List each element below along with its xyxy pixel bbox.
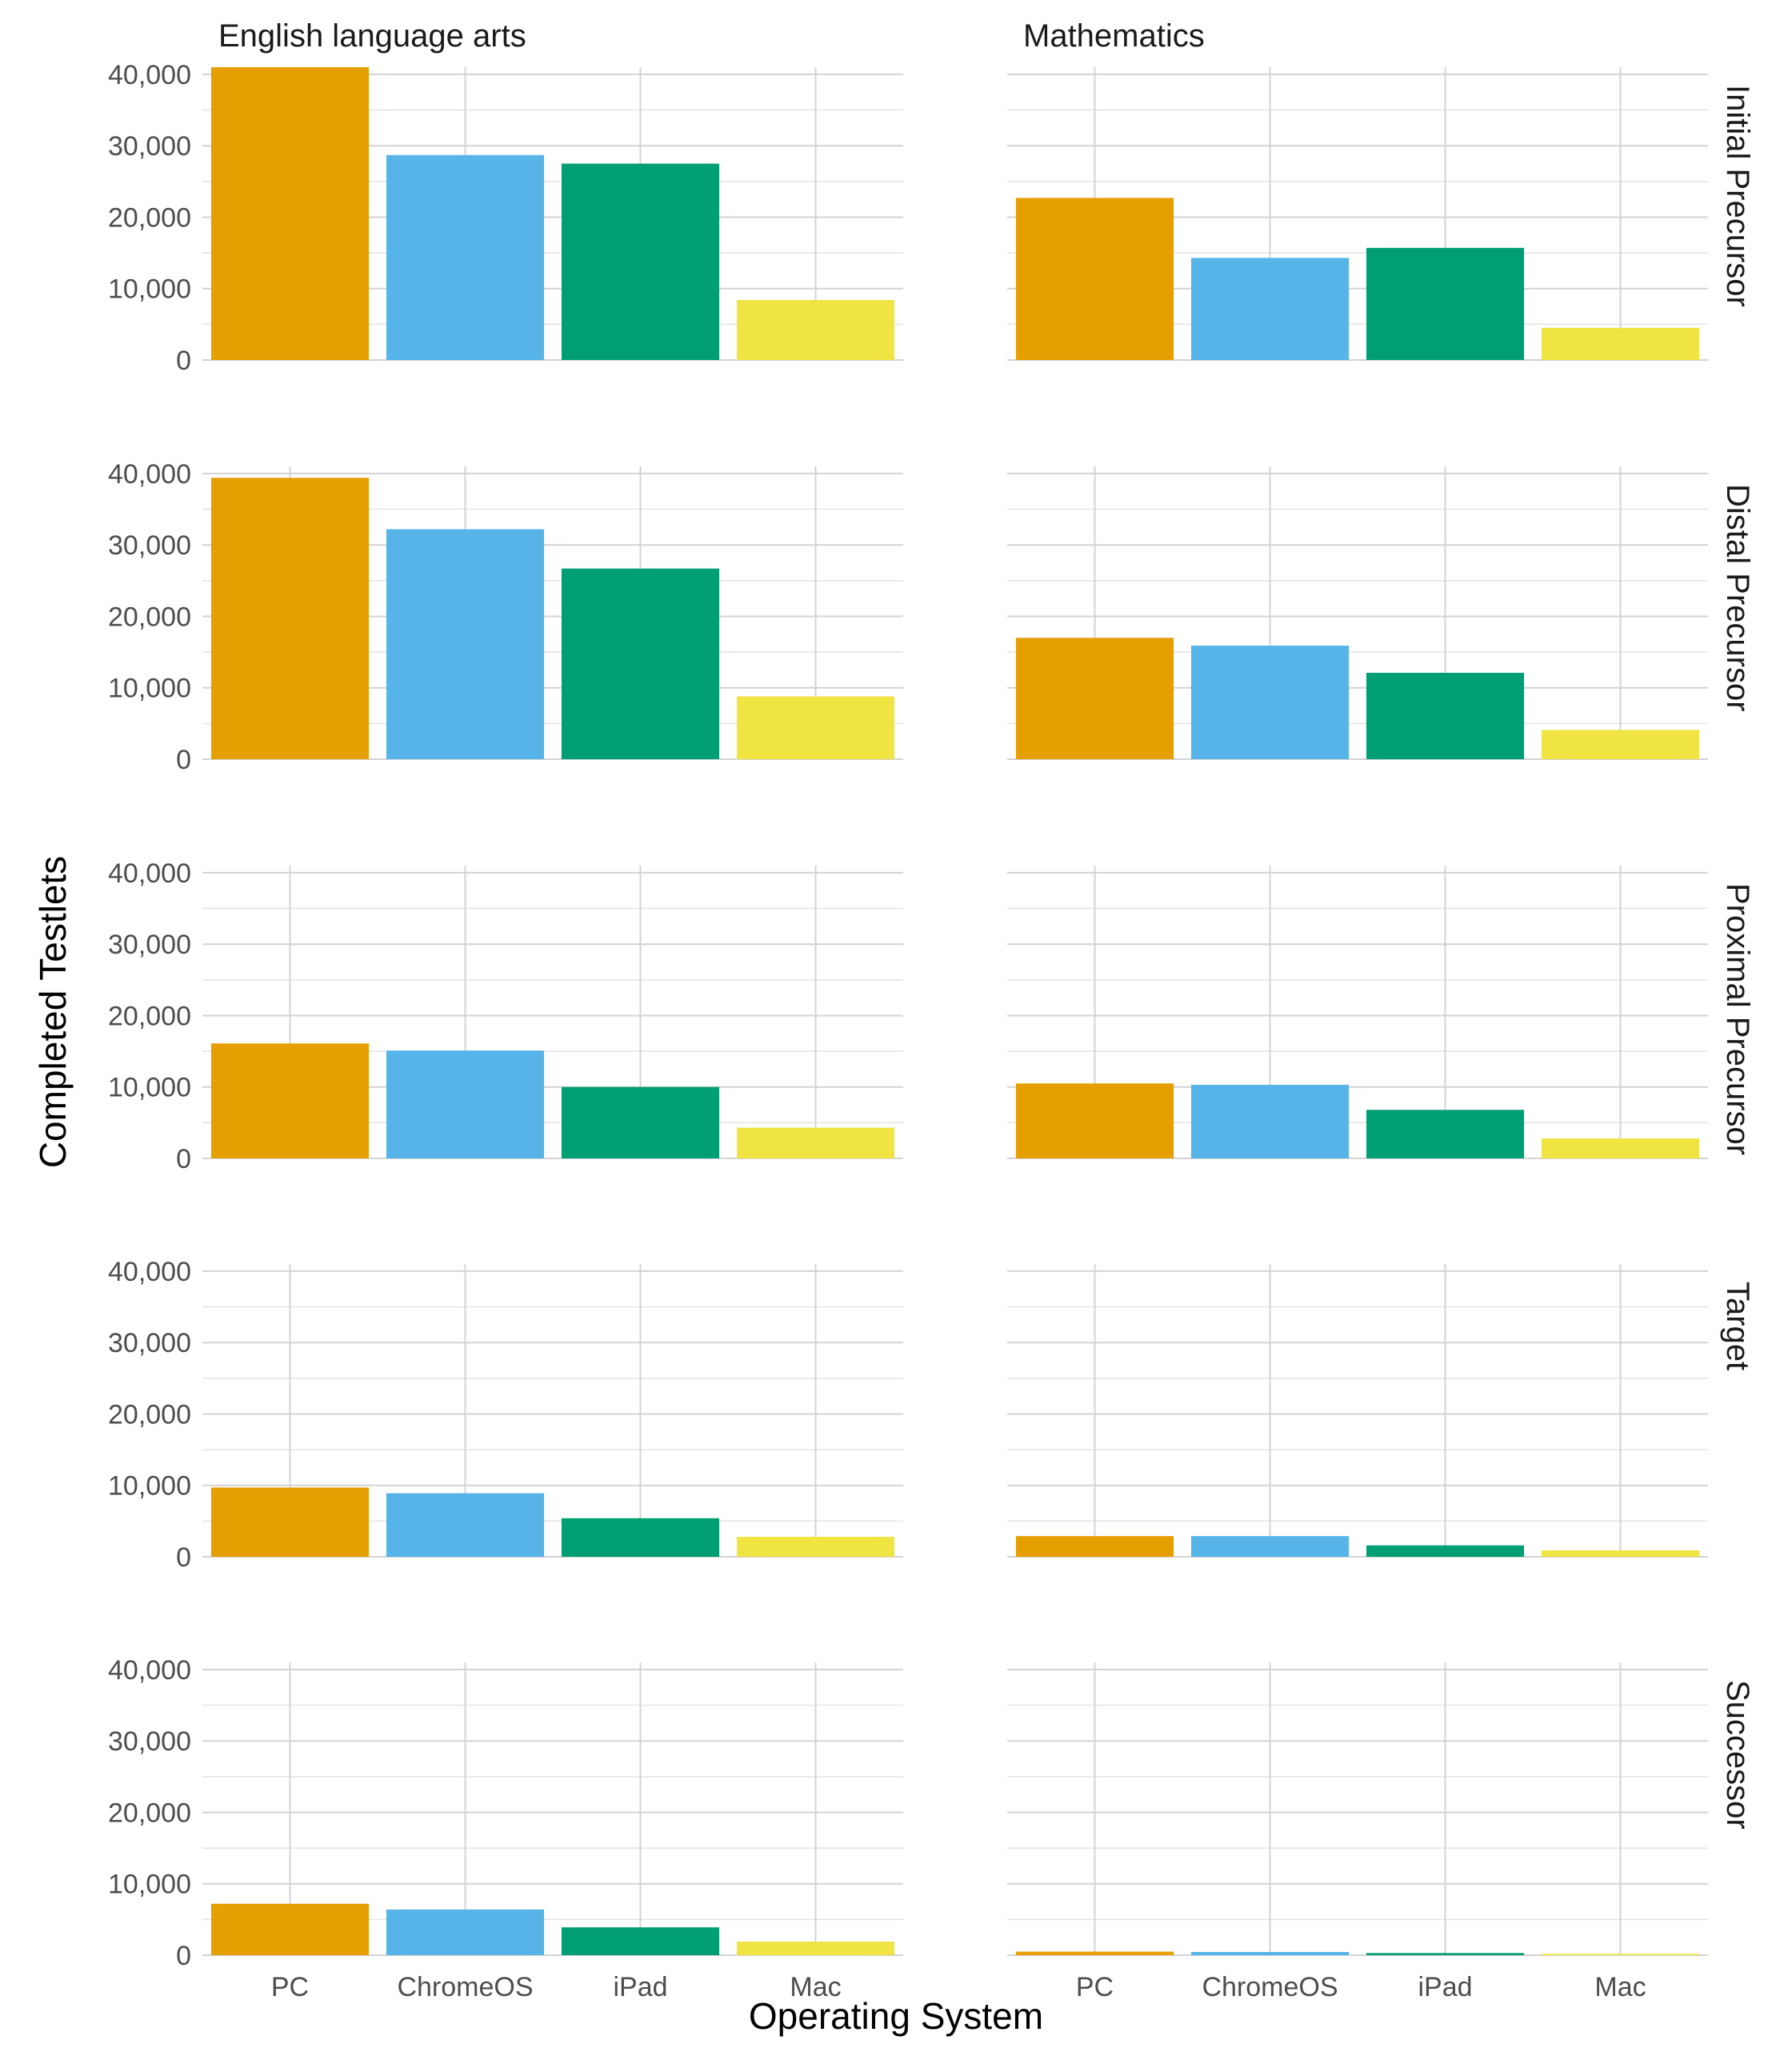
y-tick-label: 40,000 <box>108 1257 191 1287</box>
bar-english-language-arts-initial-precursor-chromeos <box>386 154 545 361</box>
x-axis-title: Operating System <box>749 1995 1043 2037</box>
bar-mathematics-proximal-precursor-ipad <box>1366 1110 1525 1158</box>
y-tick-label: 10,000 <box>108 274 191 305</box>
facet-row-label: Target <box>1720 1282 1755 1370</box>
y-tick-label: 0 <box>176 1144 191 1174</box>
bar-mathematics-target-pc <box>1015 1536 1174 1557</box>
bar-mathematics-successor-chromeos <box>1190 1951 1350 1955</box>
bar-english-language-arts-target-pc <box>210 1487 370 1557</box>
bar-english-language-arts-successor-chromeos <box>386 1909 545 1955</box>
bar-english-language-arts-distal-precursor-ipad <box>561 568 720 759</box>
bar-english-language-arts-distal-precursor-mac <box>736 696 895 759</box>
bar-mathematics-proximal-precursor-chromeos <box>1190 1085 1350 1158</box>
x-tick-label: PC <box>271 1972 309 2002</box>
y-tick-label: 10,000 <box>108 1870 191 1900</box>
facet-column-label: English language arts <box>218 18 526 54</box>
bar-mathematics-distal-precursor-mac <box>1541 730 1700 759</box>
bar-english-language-arts-proximal-precursor-ipad <box>561 1086 720 1158</box>
y-tick-label: 30,000 <box>108 1726 191 1757</box>
bar-mathematics-successor-ipad <box>1366 1953 1525 1955</box>
bar-english-language-arts-initial-precursor-mac <box>736 300 895 360</box>
bar-english-language-arts-initial-precursor-ipad <box>561 163 720 360</box>
bar-mathematics-target-mac <box>1541 1550 1700 1557</box>
y-tick-label: 20,000 <box>108 1399 191 1430</box>
bar-english-language-arts-target-mac <box>736 1537 895 1557</box>
y-tick-label: 0 <box>176 1941 191 1971</box>
bar-mathematics-distal-precursor-ipad <box>1366 672 1525 759</box>
facet-row-label: Initial Precursor <box>1720 85 1755 307</box>
y-tick-label: 20,000 <box>108 1001 191 1031</box>
y-axis-title: Completed Testlets <box>32 856 74 1168</box>
x-tick-label: ChromeOS <box>1202 1972 1338 2002</box>
y-tick-label: 20,000 <box>108 202 191 233</box>
y-tick-label: 30,000 <box>108 530 191 561</box>
y-tick-label: 20,000 <box>108 602 191 632</box>
y-tick-label: 0 <box>176 745 191 775</box>
bar-mathematics-distal-precursor-chromeos <box>1190 646 1350 759</box>
bar-mathematics-initial-precursor-mac <box>1541 327 1700 360</box>
bar-mathematics-distal-precursor-pc <box>1015 638 1174 759</box>
bar-english-language-arts-target-chromeos <box>386 1493 545 1557</box>
bar-mathematics-initial-precursor-chromeos <box>1190 258 1350 360</box>
bar-english-language-arts-successor-mac <box>736 1942 895 1955</box>
bar-mathematics-target-ipad <box>1366 1545 1525 1557</box>
y-tick-label: 30,000 <box>108 1328 191 1358</box>
facet-row-label: Successor <box>1720 1680 1755 1830</box>
y-tick-label: 0 <box>176 346 191 376</box>
bar-english-language-arts-successor-pc <box>210 1903 370 1955</box>
bar-mathematics-proximal-precursor-mac <box>1541 1138 1700 1158</box>
bar-mathematics-target-chromeos <box>1190 1536 1350 1557</box>
y-tick-label: 20,000 <box>108 1798 191 1828</box>
y-tick-label: 40,000 <box>108 858 191 889</box>
y-tick-label: 10,000 <box>108 1471 191 1502</box>
bar-mathematics-proximal-precursor-pc <box>1015 1083 1174 1158</box>
x-tick-label: Mac <box>1594 1972 1646 2002</box>
bar-english-language-arts-proximal-precursor-mac <box>736 1127 895 1158</box>
facet-row-label: Distal Precursor <box>1720 484 1755 712</box>
bar-english-language-arts-successor-ipad <box>561 1927 720 1955</box>
y-tick-label: 0 <box>176 1542 191 1573</box>
y-tick-label: 40,000 <box>108 1655 191 1686</box>
x-tick-label: iPad <box>1418 1972 1472 2002</box>
facet-column-label: Mathematics <box>1023 18 1205 54</box>
y-tick-label: 40,000 <box>108 459 191 490</box>
x-tick-label: iPad <box>613 1972 667 2002</box>
bar-mathematics-initial-precursor-pc <box>1015 198 1174 360</box>
bar-mathematics-successor-pc <box>1015 1951 1174 1955</box>
bar-mathematics-initial-precursor-ipad <box>1366 247 1525 360</box>
bar-english-language-arts-distal-precursor-pc <box>210 478 370 759</box>
y-tick-label: 30,000 <box>108 930 191 960</box>
x-tick-label: PC <box>1076 1972 1114 2002</box>
x-tick-label: Mac <box>790 1972 841 2002</box>
y-tick-label: 10,000 <box>108 1073 191 1103</box>
facet-row-label: Proximal Precursor <box>1720 883 1755 1155</box>
bar-english-language-arts-target-ipad <box>561 1518 720 1557</box>
x-tick-label: ChromeOS <box>397 1972 533 2002</box>
bar-english-language-arts-proximal-precursor-chromeos <box>386 1050 545 1158</box>
bar-mathematics-successor-mac <box>1541 1954 1700 1955</box>
bar-english-language-arts-proximal-precursor-pc <box>210 1043 370 1158</box>
y-tick-label: 40,000 <box>108 60 191 90</box>
bar-english-language-arts-distal-precursor-chromeos <box>386 529 545 759</box>
y-tick-label: 30,000 <box>108 131 191 162</box>
bar-english-language-arts-initial-precursor-pc <box>210 67 370 360</box>
y-tick-label: 10,000 <box>108 674 191 704</box>
